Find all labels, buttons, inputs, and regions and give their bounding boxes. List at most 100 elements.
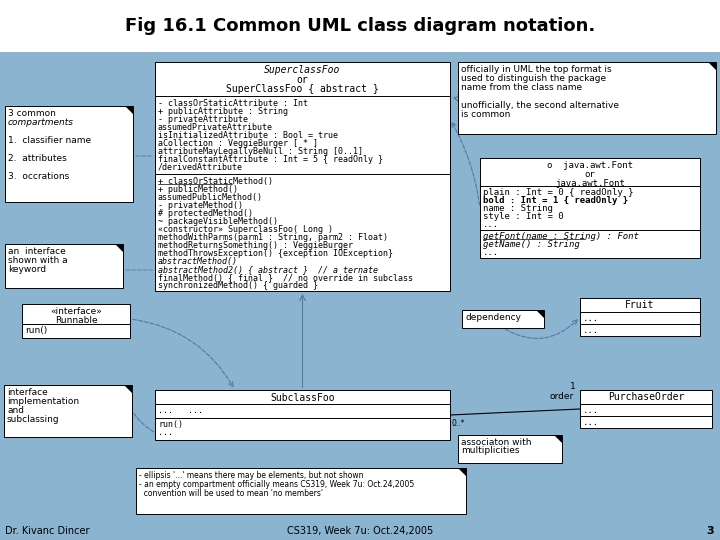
Text: order: order xyxy=(550,392,574,401)
FancyBboxPatch shape xyxy=(5,244,123,288)
Text: plain : Int = 0 { readOnly }: plain : Int = 0 { readOnly } xyxy=(483,188,634,197)
Polygon shape xyxy=(125,106,133,114)
Text: used to distinguish the package: used to distinguish the package xyxy=(461,74,606,83)
FancyBboxPatch shape xyxy=(155,62,450,291)
Text: implementation: implementation xyxy=(7,397,79,406)
Text: name : String: name : String xyxy=(483,204,553,213)
FancyBboxPatch shape xyxy=(22,304,130,338)
Polygon shape xyxy=(708,62,716,70)
Text: unofficially, the second alternative: unofficially, the second alternative xyxy=(461,101,619,110)
FancyBboxPatch shape xyxy=(4,385,132,437)
Text: 1: 1 xyxy=(570,382,576,391)
Text: and: and xyxy=(7,406,24,415)
Text: ...: ... xyxy=(583,418,599,427)
Text: SuperClassFoo { abstract }: SuperClassFoo { abstract } xyxy=(226,84,379,94)
FancyBboxPatch shape xyxy=(580,390,712,428)
Text: assumedPrivateAttribute: assumedPrivateAttribute xyxy=(158,123,273,132)
Text: PurchaseOrder: PurchaseOrder xyxy=(608,392,684,402)
Text: Fig 16.1 Common UML class diagram notation.: Fig 16.1 Common UML class diagram notati… xyxy=(125,17,595,35)
Text: /derivedAttribute: /derivedAttribute xyxy=(158,163,243,172)
Text: CS319, Week 7u: Oct.24,2005: CS319, Week 7u: Oct.24,2005 xyxy=(287,526,433,536)
Text: multiplicities: multiplicities xyxy=(461,446,520,455)
Text: ...: ... xyxy=(583,314,599,323)
FancyBboxPatch shape xyxy=(155,390,450,440)
Text: java.awt.Font: java.awt.Font xyxy=(555,179,625,188)
Text: is common: is common xyxy=(461,110,510,119)
Text: - an empty compartment officially means CS319, Week 7u: Oct.24,2005: - an empty compartment officially means … xyxy=(139,480,414,489)
Text: Dr. Kivanc Dincer: Dr. Kivanc Dincer xyxy=(5,526,89,536)
Text: # protectedMethod(): # protectedMethod() xyxy=(158,209,253,218)
Polygon shape xyxy=(536,310,544,318)
Text: ...: ... xyxy=(583,406,599,415)
Text: - ellipsis '...' means there may be elements, but not shown: - ellipsis '...' means there may be elem… xyxy=(139,471,364,480)
Text: ...: ... xyxy=(583,326,599,335)
FancyArrowPatch shape xyxy=(454,97,459,101)
Text: 1.  classifier name: 1. classifier name xyxy=(8,136,91,145)
Text: - privateMethod(): - privateMethod() xyxy=(158,201,243,210)
Text: «interface»: «interface» xyxy=(50,307,102,316)
FancyBboxPatch shape xyxy=(5,106,133,202)
Text: finalConstantAttribute : Int = 5 { readOnly }: finalConstantAttribute : Int = 5 { readO… xyxy=(158,155,383,164)
FancyBboxPatch shape xyxy=(480,158,700,258)
Text: Runnable: Runnable xyxy=(55,316,97,325)
Text: 3.  occrations: 3. occrations xyxy=(8,172,69,181)
Text: Fruit: Fruit xyxy=(625,300,654,310)
Text: «constructor» SuperclassFoo( Long ): «constructor» SuperclassFoo( Long ) xyxy=(158,225,333,234)
Text: 3 common: 3 common xyxy=(8,109,56,118)
Text: ...   ...: ... ... xyxy=(158,406,203,415)
Text: getFont(name : String) : Font: getFont(name : String) : Font xyxy=(483,232,639,241)
Text: convention will be used to mean 'no members': convention will be used to mean 'no memb… xyxy=(139,489,323,498)
FancyBboxPatch shape xyxy=(0,0,720,52)
Polygon shape xyxy=(124,385,132,393)
FancyBboxPatch shape xyxy=(580,298,700,336)
Text: 3: 3 xyxy=(706,526,714,536)
Polygon shape xyxy=(554,435,562,443)
Text: abstractMethod(): abstractMethod() xyxy=(158,257,238,266)
Text: finalMethod() { final }  // no override in subclass: finalMethod() { final } // no override i… xyxy=(158,273,413,282)
Text: run(): run() xyxy=(25,326,48,335)
Text: 2.  attributes: 2. attributes xyxy=(8,154,67,163)
Text: 0..*: 0..* xyxy=(452,419,466,428)
Text: - classOrStaticAttribute : Int: - classOrStaticAttribute : Int xyxy=(158,99,308,108)
Text: interface: interface xyxy=(7,388,48,397)
Text: getName() : String: getName() : String xyxy=(483,240,580,249)
Text: dependency: dependency xyxy=(465,313,521,322)
FancyBboxPatch shape xyxy=(462,310,544,328)
Text: style : Int = 0: style : Int = 0 xyxy=(483,212,564,221)
Text: ~ packageVisibleMethod(): ~ packageVisibleMethod() xyxy=(158,217,278,226)
Text: ...: ... xyxy=(483,220,499,229)
Text: keyword: keyword xyxy=(8,265,46,274)
Text: + publicAttribute : String: + publicAttribute : String xyxy=(158,107,288,116)
FancyArrowPatch shape xyxy=(134,413,171,440)
FancyArrowPatch shape xyxy=(505,320,577,339)
FancyBboxPatch shape xyxy=(458,435,562,463)
Text: subclassing: subclassing xyxy=(7,415,60,424)
Text: + classOrStaticMethod(): + classOrStaticMethod() xyxy=(158,177,273,186)
Text: shown with a: shown with a xyxy=(8,256,68,265)
Text: methodReturnsSomething() : VeggieBurger: methodReturnsSomething() : VeggieBurger xyxy=(158,241,353,250)
Text: name from the class name: name from the class name xyxy=(461,83,582,92)
Text: isInitializedAttribute : Bool = true: isInitializedAttribute : Bool = true xyxy=(158,131,338,140)
Text: or: or xyxy=(297,75,308,85)
Text: an  interface: an interface xyxy=(8,247,66,256)
Text: officially in UML the top format is: officially in UML the top format is xyxy=(461,65,611,74)
Polygon shape xyxy=(115,244,123,252)
FancyArrowPatch shape xyxy=(452,123,480,205)
FancyBboxPatch shape xyxy=(136,468,466,514)
Text: SuperclassFoo: SuperclassFoo xyxy=(264,65,341,75)
Text: associaton with: associaton with xyxy=(461,438,531,447)
Text: assumedPublicMethod(): assumedPublicMethod() xyxy=(158,193,263,202)
Text: abstractMethod2() { abstract }  // a ternate: abstractMethod2() { abstract } // a tern… xyxy=(158,265,378,274)
Text: ...: ... xyxy=(158,428,173,437)
Text: o  java.awt.Font: o java.awt.Font xyxy=(547,161,633,170)
Text: methodWithParms(parm1 : String, parm2 : Float): methodWithParms(parm1 : String, parm2 : … xyxy=(158,233,388,242)
FancyArrowPatch shape xyxy=(132,319,233,387)
Text: compartments: compartments xyxy=(8,118,74,127)
FancyBboxPatch shape xyxy=(458,62,716,134)
Text: ...: ... xyxy=(483,248,499,257)
Text: - privateAttribute: - privateAttribute xyxy=(158,115,248,124)
Text: + publicMethod(): + publicMethod() xyxy=(158,185,238,194)
Text: SubclassFoo: SubclassFoo xyxy=(270,393,335,403)
Text: methodThrowsException() {exception IOException}: methodThrowsException() {exception IOExc… xyxy=(158,249,393,258)
Text: aCollection : VeggieBurger [ * ]: aCollection : VeggieBurger [ * ] xyxy=(158,139,318,148)
